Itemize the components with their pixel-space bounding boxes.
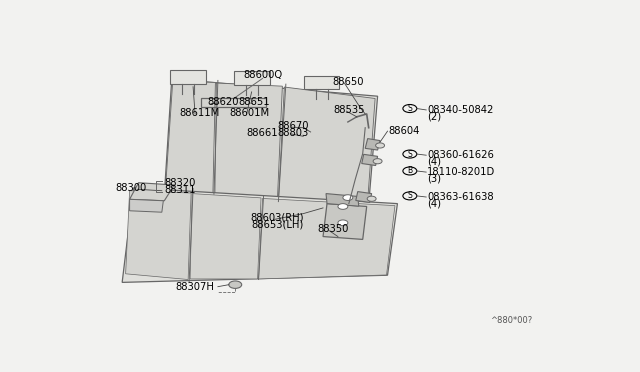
Text: S: S [408,191,412,201]
Circle shape [338,203,348,209]
Polygon shape [190,193,261,279]
Text: 88307H: 88307H [175,282,214,292]
Text: 88300: 88300 [116,183,147,193]
Polygon shape [170,70,206,84]
Text: 18110-8201D: 18110-8201D [428,167,495,177]
Circle shape [228,281,242,288]
Polygon shape [125,191,191,279]
Text: 88670: 88670 [278,121,309,131]
Text: 88350: 88350 [317,224,349,234]
Text: ^880*00?: ^880*00? [490,316,532,325]
Circle shape [376,143,385,148]
Text: 88311: 88311 [164,185,196,195]
Polygon shape [164,79,378,217]
Text: (4): (4) [428,157,441,167]
Polygon shape [122,188,397,282]
Polygon shape [356,192,372,202]
Polygon shape [129,183,174,201]
Polygon shape [234,71,270,85]
Polygon shape [165,81,216,193]
Text: 88611M: 88611M [179,108,219,118]
Polygon shape [323,203,367,240]
Text: 88650: 88650 [332,77,364,87]
Polygon shape [365,139,380,150]
Polygon shape [278,87,375,214]
Text: 08363-61638: 08363-61638 [428,192,494,202]
Circle shape [367,196,376,201]
Circle shape [338,220,348,226]
Text: 88620: 88620 [207,97,239,107]
Text: (2): (2) [428,111,442,121]
Text: (4): (4) [428,198,441,208]
Text: (3): (3) [428,173,441,183]
Text: 88604: 88604 [388,126,420,135]
Text: 88600Q: 88600Q [243,70,282,80]
Text: 88601M: 88601M [230,108,269,118]
Polygon shape [215,83,282,200]
Text: 88651: 88651 [239,97,271,107]
Text: S: S [408,150,412,158]
Text: 08340-50842: 08340-50842 [428,105,493,115]
Text: 88653(LH): 88653(LH) [252,219,303,229]
Circle shape [343,195,353,201]
Text: 88661: 88661 [247,128,278,138]
Polygon shape [362,154,378,166]
Polygon shape [129,199,163,212]
Text: 88803: 88803 [278,128,309,138]
Text: 88603(RH): 88603(RH) [251,213,304,223]
Polygon shape [304,76,339,89]
Text: 08360-61626: 08360-61626 [428,150,494,160]
Text: S: S [408,104,412,113]
Text: 88535: 88535 [333,105,365,115]
Text: B: B [407,166,412,176]
Text: 88320: 88320 [164,178,196,188]
Polygon shape [259,198,395,279]
Polygon shape [326,193,359,206]
Circle shape [373,158,382,164]
